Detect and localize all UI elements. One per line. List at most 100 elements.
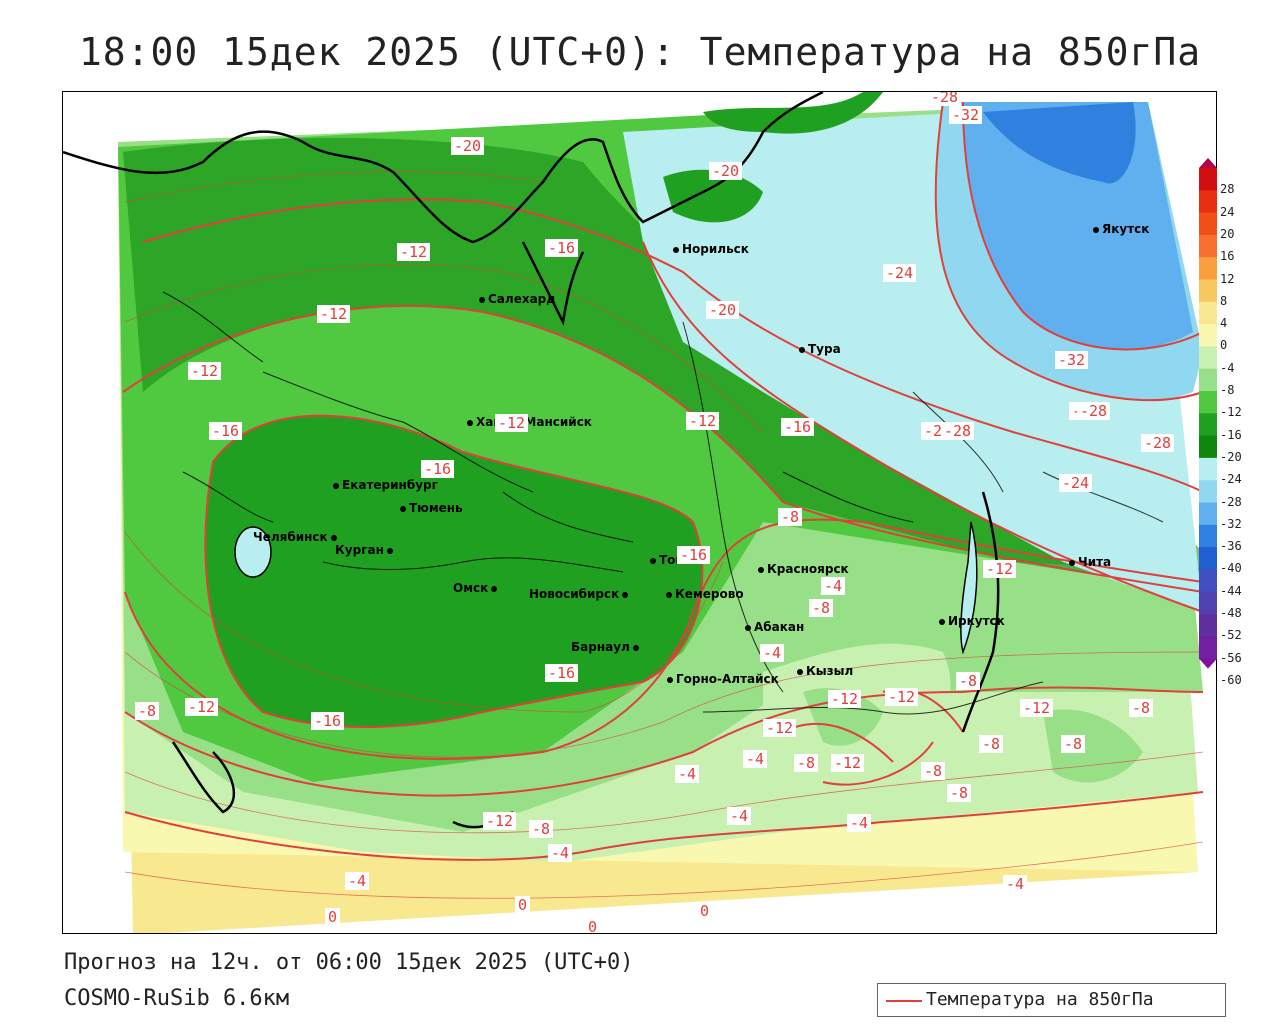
- colorbar-tick-label: 28: [1220, 182, 1235, 197]
- contour-label: -4: [548, 844, 573, 862]
- colorbar-segment: [1199, 279, 1217, 303]
- contour-label: -4: [727, 807, 752, 825]
- contour-label: -4: [760, 644, 785, 662]
- colorbar-tick-label: 20: [1220, 226, 1235, 241]
- colorbar-tick-label: -48: [1220, 606, 1242, 620]
- contour-label: -20: [709, 162, 743, 180]
- colorbar-tick-label: 16: [1220, 249, 1235, 264]
- colorbar-tick-label: 4: [1220, 316, 1228, 331]
- map-title: 18:00 15дек 2025 (UTC+0): Температура на…: [78, 30, 1202, 74]
- contour-label: -24: [1059, 474, 1093, 492]
- colorbar-tick-label: -60: [1220, 672, 1242, 687]
- colorbar-segment: [1199, 301, 1217, 325]
- colorbar-segment: [1199, 234, 1217, 258]
- contour-label: -12: [185, 698, 219, 716]
- contour-label: -4: [1003, 875, 1028, 893]
- contour-label: -28: [1141, 434, 1175, 452]
- contour-label: -4: [821, 577, 846, 595]
- colorbar-segment: [1199, 547, 1217, 570]
- contour-label: -8: [979, 735, 1004, 753]
- contour-label: -12: [831, 754, 865, 772]
- contour-label: -24: [883, 264, 917, 282]
- contour-label: -8: [809, 599, 834, 617]
- city-khanty-mansiysk: Ханты-Мансийск: [467, 415, 592, 429]
- contour-label: -32: [949, 106, 983, 124]
- contour-label: -4: [345, 872, 370, 890]
- city-barnaul: Барнаул: [571, 640, 642, 654]
- colorbar-segment: [1199, 591, 1217, 615]
- city-tura: Тура: [799, 342, 841, 356]
- colorbar-segment: [1199, 346, 1217, 370]
- model-info: COSMO-RuSib 6.6км: [64, 986, 290, 1011]
- contour-label: -12: [483, 812, 517, 830]
- contour-label: -16: [421, 460, 455, 478]
- city-salekhard: Салехард: [479, 292, 556, 306]
- contour-label: -16: [545, 239, 579, 257]
- contour-label: -16: [781, 418, 815, 436]
- colorbar-tick-label: -12: [1220, 405, 1242, 420]
- contour-label: 0: [515, 896, 531, 914]
- colorbar-tick-label: -56: [1220, 650, 1242, 665]
- contour-label: -12: [763, 719, 797, 737]
- colorbar-segment: [1199, 190, 1217, 214]
- city-abakan: Абакан: [745, 620, 804, 634]
- colorbar-segment: [1199, 168, 1217, 191]
- contour-label: -8: [794, 754, 819, 772]
- contour-label: -16: [209, 422, 243, 440]
- contour-label: -4: [847, 814, 872, 832]
- forecast-info: Прогноз на 12ч. от 06:00 15дек 2025 (UTC…: [64, 950, 634, 975]
- colorbar-segment: [1199, 636, 1217, 660]
- contour-label: -16: [677, 546, 711, 564]
- colorbar-tick-label: -36: [1220, 539, 1242, 554]
- colorbar-tick-label: 0: [1220, 338, 1228, 353]
- city-yekaterinburg: Екатеринбург: [333, 478, 438, 492]
- city-chelyabinsk: Челябинск: [253, 530, 340, 544]
- contour-label: -12: [686, 412, 720, 430]
- colorbar-tick-label: 8: [1220, 293, 1228, 308]
- contour-label: 0: [585, 918, 601, 933]
- contour-label: -12: [983, 560, 1017, 578]
- legend-label: Температура на 850гПа: [926, 989, 1154, 1010]
- contour-label: -12: [1020, 699, 1054, 717]
- contour-label: -8: [956, 672, 981, 690]
- colorbar-segment: [1199, 391, 1217, 414]
- city-omsk: Омск: [453, 581, 500, 595]
- city-krasnoyarsk: Красноярск: [758, 562, 849, 576]
- contour-label: -8: [135, 702, 160, 720]
- contour-label: -16: [545, 664, 579, 682]
- city-kurgan: Курган: [335, 543, 396, 557]
- colorbar-segment: [1199, 368, 1217, 392]
- legend-line-swatch: [886, 1000, 922, 1002]
- city-kyzyl: Кызыл: [797, 664, 853, 678]
- contour-label: -16: [311, 712, 345, 730]
- contour-label: -8: [1061, 735, 1086, 753]
- colorbar-segment: [1199, 435, 1217, 459]
- contour-label: -28: [1077, 402, 1111, 420]
- map-panel: Якутск Норильск Салехард Тура Ханты-Манс…: [62, 91, 1217, 934]
- contour-label: -12: [495, 414, 529, 432]
- colorbar-segment: [1199, 413, 1217, 437]
- colorbar-segment: [1199, 457, 1217, 481]
- colorbar-tick-label: -40: [1220, 561, 1242, 576]
- contour-label: -12: [828, 690, 862, 708]
- colorbar-segment: [1199, 480, 1217, 503]
- colorbar-segment: [1199, 614, 1217, 637]
- colorbar-tick-label: -44: [1220, 583, 1242, 598]
- contour-label: -4: [743, 750, 768, 768]
- contour-label: -12: [397, 243, 431, 261]
- colorbar-tick-label: -24: [1220, 472, 1242, 487]
- city-chita: Чита: [1069, 555, 1111, 569]
- temperature-field: [63, 92, 1216, 933]
- contour-label: -8: [921, 762, 946, 780]
- colorbar-tick-label: -16: [1220, 427, 1242, 442]
- colorbar-segment: [1199, 257, 1217, 280]
- city-tyumen: Тюмень: [400, 501, 463, 515]
- colorbar-tick-label: -8: [1220, 383, 1235, 397]
- city-irkutsk: Иркутск: [939, 614, 1005, 628]
- contour-label: -12: [317, 305, 351, 323]
- colorbar-segment: [1199, 502, 1217, 526]
- contour-label: 0: [697, 902, 713, 920]
- contour-label: -32: [1055, 351, 1089, 369]
- colorbar-tick-label: 24: [1220, 204, 1235, 219]
- contour-label: -28: [928, 92, 962, 106]
